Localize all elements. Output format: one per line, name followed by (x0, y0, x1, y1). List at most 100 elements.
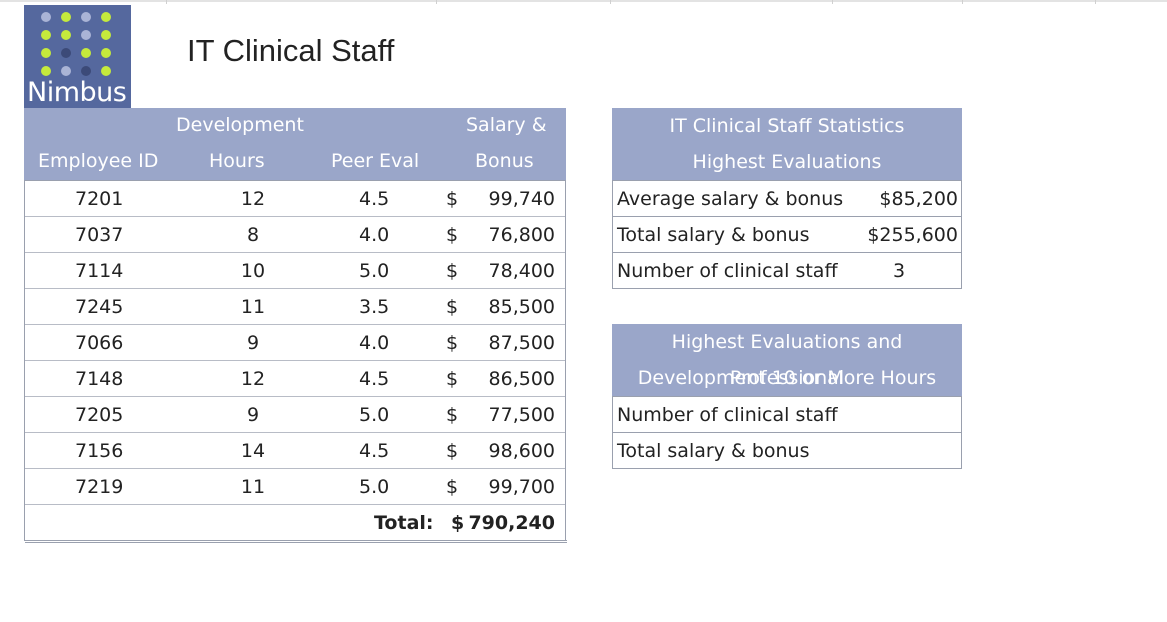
dev-row-count[interactable]: Number of clinical staff (613, 396, 961, 432)
cell-peer-eval: 5.0 (359, 260, 390, 282)
cell-currency: $ (446, 476, 459, 498)
cell-currency: $ (446, 296, 459, 318)
column-tick (610, 0, 611, 4)
stat-row-average[interactable]: Average salary & bonus $85,200 (613, 180, 961, 216)
cell-hours: 10 (240, 260, 266, 282)
cell-hours: 14 (240, 440, 266, 462)
dev-label: Number of clinical staff (617, 404, 838, 426)
logo-dot (81, 30, 91, 40)
stat-row-count[interactable]: Number of clinical staff 3 (613, 252, 961, 288)
cell-salary: 85,500 (488, 296, 555, 318)
cell-peer-eval: 5.0 (359, 476, 390, 498)
header-peer-eval[interactable]: Peer Eval (331, 150, 420, 172)
stat-label: Number of clinical staff (617, 260, 838, 282)
logo-dot (101, 48, 111, 58)
cell-hours: 12 (240, 188, 266, 210)
column-gridline (0, 0, 1167, 2)
dev-row-total[interactable]: Total salary & bonus (613, 432, 961, 468)
cell-currency: $ (446, 404, 459, 426)
table-row[interactable]: 7066 9 4.0 $87,500 (25, 324, 565, 360)
cell-hours: 9 (246, 404, 260, 426)
total-double-underline (25, 540, 567, 543)
cell-peer-eval: 4.5 (359, 440, 390, 462)
logo-dot (61, 30, 71, 40)
cell-peer-eval: 4.0 (359, 332, 390, 354)
cell-hours: 9 (246, 332, 260, 354)
logo-dot (101, 66, 111, 76)
development-subtitle[interactable]: Development 10 or More Hours (637, 367, 937, 389)
logo-dot (81, 12, 91, 22)
cell-employee-id: 7114 (75, 260, 124, 282)
logo-dot (41, 66, 51, 76)
column-tick (1095, 0, 1096, 4)
logo-dot (41, 12, 51, 22)
cell-employee-id: 7201 (75, 188, 124, 210)
statistics-panel-header: IT Clinical Staff Statistics Highest Eva… (612, 108, 962, 180)
cell-hours: 11 (240, 296, 266, 318)
cell-employee-id: 7066 (75, 332, 124, 354)
cell-employee-id: 7148 (75, 368, 124, 390)
total-label: Total: (374, 512, 434, 534)
cell-salary: 99,740 (488, 188, 555, 210)
statistics-subtitle[interactable]: Highest Evaluations (692, 151, 882, 173)
table-row[interactable]: 7114 10 5.0 $78,400 (25, 252, 565, 288)
cell-employee-id: 7156 (75, 440, 124, 462)
table-row[interactable]: 7037 8 4.0 $76,800 (25, 216, 565, 252)
table-row[interactable]: 7245 11 3.5 $85,500 (25, 288, 565, 324)
cell-salary: 98,600 (488, 440, 555, 462)
cell-employee-id: 7037 (75, 224, 124, 246)
stat-row-total[interactable]: Total salary & bonus $255,600 (613, 216, 961, 252)
table-header: Employee ID Development Hours Peer Eval … (24, 108, 566, 180)
cell-peer-eval: 4.5 (359, 188, 390, 210)
cell-peer-eval: 5.0 (359, 404, 390, 426)
development-title[interactable]: Highest Evaluations and Professional (671, 331, 903, 389)
column-tick (832, 0, 833, 4)
cell-salary: 99,700 (488, 476, 555, 498)
header-hours[interactable]: Hours (209, 150, 265, 172)
cell-employee-id: 7245 (75, 296, 124, 318)
cell-hours: 11 (240, 476, 266, 498)
logo-dot (41, 48, 51, 58)
nimbus-logo: Nimbus (24, 5, 131, 108)
header-salary[interactable]: Salary & (466, 114, 547, 136)
stat-value: $255,600 (867, 224, 958, 246)
dev-label: Total salary & bonus (617, 440, 810, 462)
table-row[interactable]: 7219 11 5.0 $99,700 (25, 468, 565, 504)
cell-currency: $ (446, 368, 459, 390)
table-row[interactable]: 7205 9 5.0 $77,500 (25, 396, 565, 432)
stat-label: Total salary & bonus (617, 224, 810, 246)
cell-peer-eval: 4.0 (359, 224, 390, 246)
cell-currency: $ (446, 440, 459, 462)
cell-salary: 78,400 (488, 260, 555, 282)
total-currency: $ (451, 512, 465, 534)
header-employee-id[interactable]: Employee ID (38, 150, 159, 172)
logo-dot (81, 48, 91, 58)
statistics-title[interactable]: IT Clinical Staff Statistics (669, 115, 905, 137)
cell-employee-id: 7205 (75, 404, 124, 426)
cell-currency: $ (446, 224, 459, 246)
page-title: IT Clinical Staff (187, 33, 395, 68)
header-development[interactable]: Development (176, 114, 304, 136)
table-row[interactable]: 7148 12 4.5 $86,500 (25, 360, 565, 396)
cell-salary: 76,800 (488, 224, 555, 246)
cell-salary: 87,500 (488, 332, 555, 354)
cell-currency: $ (446, 188, 459, 210)
development-body: Number of clinical staff Total salary & … (612, 396, 962, 469)
cell-salary: 77,500 (488, 404, 555, 426)
logo-dot (101, 30, 111, 40)
table-row[interactable]: 7156 14 4.5 $98,600 (25, 432, 565, 468)
logo-dot (101, 12, 111, 22)
statistics-body: Average salary & bonus $85,200 Total sal… (612, 180, 962, 289)
development-panel-header: Highest Evaluations and Professional Dev… (612, 324, 962, 396)
logo-wordmark: Nimbus (27, 77, 127, 108)
header-bonus[interactable]: Bonus (475, 150, 534, 172)
logo-dot (61, 12, 71, 22)
cell-hours: 12 (240, 368, 266, 390)
stat-label: Average salary & bonus (617, 188, 844, 210)
column-tick (962, 0, 963, 4)
column-tick (436, 0, 437, 4)
total-row[interactable]: Total: $790,240 (25, 504, 567, 543)
table-row[interactable]: 7201 12 4.5 $99,740 (25, 180, 565, 216)
stat-value: 3 (893, 260, 906, 282)
